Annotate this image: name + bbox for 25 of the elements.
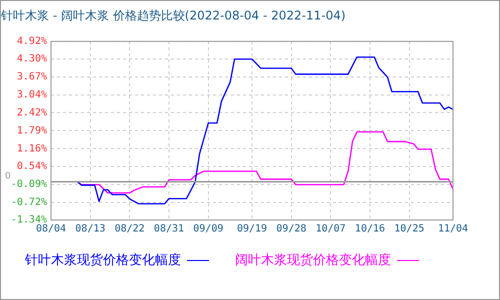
y-tick-label: 2.42% xyxy=(16,107,47,118)
y-tick-label: -0.72% xyxy=(10,196,47,208)
y-tick-label: 4.30% xyxy=(16,54,47,65)
x-tick-label: 08/13 xyxy=(75,224,106,235)
y-tick-label: 0.54% xyxy=(16,160,47,172)
y-tick-label: 1.79% xyxy=(16,125,47,136)
x-tick-label: 10/07 xyxy=(316,224,346,235)
legend-label: 针叶木浆现货价格变化幅度 xyxy=(25,253,181,268)
x-tick-label: 11/04 xyxy=(438,224,468,235)
y-tick-label: 3.67% xyxy=(16,72,47,83)
x-tick-label: 10/16 xyxy=(354,224,386,235)
y-tick-label: 4.92% xyxy=(16,36,47,47)
x-tick-label: 09/28 xyxy=(276,224,306,235)
chart-title: 针叶木浆 - 阔叶木浆 价格趋势比较(2022-08-04 - 2022-11-04) xyxy=(0,8,346,22)
y-tick-label: 1.16% xyxy=(16,143,47,154)
legend-label: 阔叶木浆现货价格变化幅度 xyxy=(235,253,391,268)
x-tick-label: 10/25 xyxy=(394,224,424,235)
y-tick-label: -0.09% xyxy=(10,178,47,190)
y-tick-label: 3.04% xyxy=(16,90,47,101)
ref-line-label: 0 xyxy=(5,172,11,182)
x-tick-label: 08/22 xyxy=(114,224,145,235)
x-tick-label: 09/09 xyxy=(193,224,224,235)
x-tick-label: 08/31 xyxy=(154,224,184,235)
x-tick-label: 09/19 xyxy=(236,224,268,235)
x-tick-label: 08/04 xyxy=(36,224,66,235)
